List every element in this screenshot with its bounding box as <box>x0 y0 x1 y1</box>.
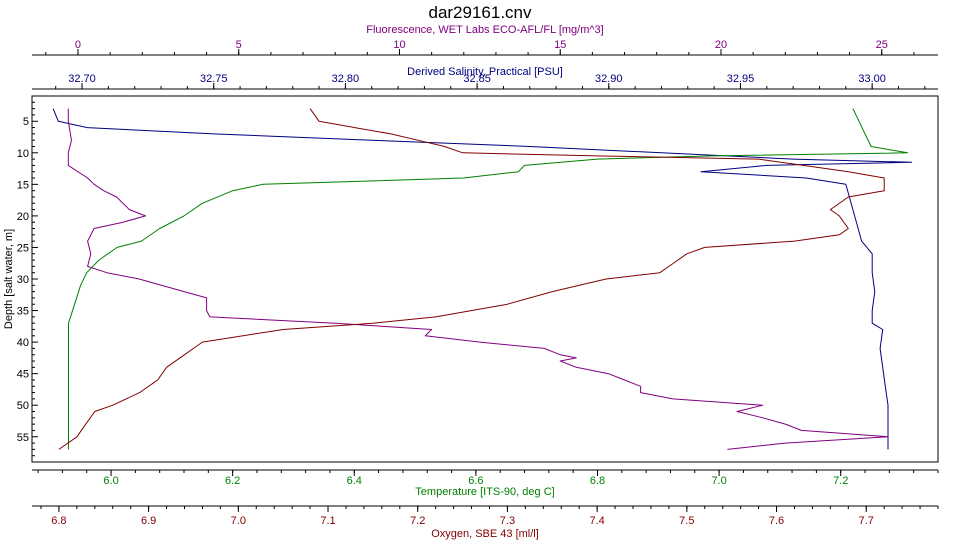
fluorescence-tick-label: 20 <box>715 39 727 51</box>
oxygen-tick-label: 6.9 <box>141 515 156 527</box>
axes-layer: 0 5 10 15 20 25 Fluorescence, WET Labs ECO-AFL… <box>3 24 939 540</box>
salinity-tick-label: 32.75 <box>200 73 228 85</box>
oxygen-axis-title: Oxygen, SBE 43 [ml/l] <box>431 528 539 540</box>
salinity-tick-label: 33.00 <box>858 73 886 85</box>
temperature-tick-label: 6.4 <box>347 475 362 487</box>
depth-tick-label: 10 <box>17 148 29 160</box>
oxygen-tick-label: 7.6 <box>769 515 784 527</box>
depth-tick-label: 20 <box>17 211 29 223</box>
salinity-series-line <box>52 108 913 450</box>
salinity-tick-label: 32.80 <box>332 73 360 85</box>
depth-tick-label: 25 <box>17 242 29 254</box>
temperature-tick-label: 7.2 <box>833 475 848 487</box>
depth-tick-label: 5 <box>23 116 29 128</box>
plot-area <box>31 95 939 463</box>
fluorescence-tick-label: 15 <box>554 39 566 51</box>
oxygen-tick-label: 7.5 <box>679 515 694 527</box>
depth-tick-label: 45 <box>17 369 29 381</box>
series-layer <box>52 108 913 450</box>
chart-title: dar29161.cnv <box>428 3 532 22</box>
oxygen-tick-label: 7.0 <box>231 515 246 527</box>
temperature-axis-title: Temperature [ITS-90, deg C] <box>415 486 554 498</box>
oxygen-tick-label: 7.4 <box>589 515 604 527</box>
depth-tick-label: 35 <box>17 306 29 318</box>
fluorescence-tick-label: 25 <box>876 39 888 51</box>
oxygen-tick-label: 7.3 <box>500 515 515 527</box>
temperature-tick-label: 6.0 <box>103 475 118 487</box>
fluorescence-axis-title: Fluorescence, WET Labs ECO-AFL/FL [mg/m^… <box>366 24 603 36</box>
fluorescence-tick-label: 10 <box>393 39 405 51</box>
depth-tick-label: 30 <box>17 274 29 286</box>
salinity-axis-title: Derived Salinity, Practical [PSU] <box>407 66 563 78</box>
oxygen-tick-label: 7.7 <box>859 515 874 527</box>
salinity-tick-label: 32.85 <box>463 73 491 85</box>
salinity-tick-label: 32.90 <box>595 73 623 85</box>
depth-tick-label: 40 <box>17 337 29 349</box>
depth-tick-label: 15 <box>17 179 29 191</box>
oxygen-tick-label: 6.8 <box>51 515 66 527</box>
oxygen-series-line <box>58 108 885 450</box>
temperature-tick-label: 6.2 <box>225 475 240 487</box>
oxygen-tick-label: 7.2 <box>410 515 425 527</box>
salinity-tick-label: 32.95 <box>727 73 755 85</box>
temperature-tick-label: 7.0 <box>711 475 726 487</box>
depth-tick-label: 50 <box>17 400 29 412</box>
temperature-tick-label: 6.6 <box>468 475 483 487</box>
fluorescence-series-line <box>67 108 889 450</box>
fluorescence-tick-label: 5 <box>236 39 242 51</box>
fluorescence-tick-label: 0 <box>75 39 81 51</box>
depth-tick-label: 55 <box>17 432 29 444</box>
oxygen-tick-label: 7.1 <box>320 515 335 527</box>
salinity-tick-label: 32.70 <box>68 73 96 85</box>
temperature-tick-label: 6.8 <box>590 475 605 487</box>
depth-axis-title: Depth [salt water, m] <box>3 229 15 329</box>
temperature-series-line <box>68 108 909 450</box>
